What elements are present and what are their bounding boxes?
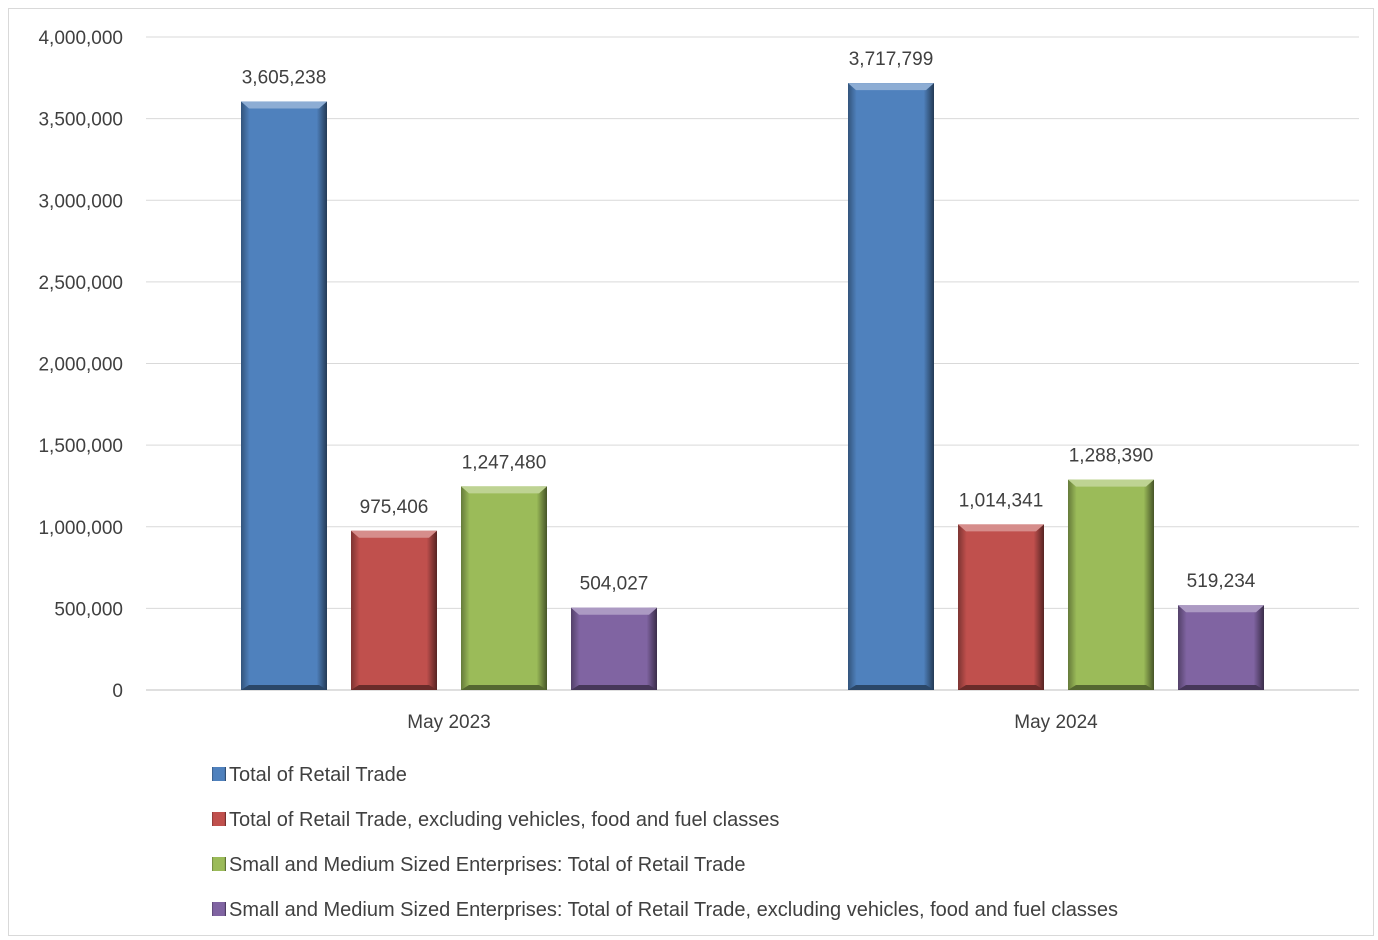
bar-body [461, 486, 547, 690]
gridlines [146, 36, 1359, 691]
y-tick-label: 4,000,000 [38, 28, 123, 49]
data-label: 975,406 [360, 497, 429, 518]
bar-bottom-bevel [241, 685, 327, 690]
legend-swatch [212, 857, 226, 871]
bar-bottom-bevel [958, 685, 1044, 690]
bar-top-bevel [571, 607, 657, 615]
legend: Total of Retail Trade Total of Retail Tra… [212, 764, 1118, 921]
data-label: 3,717,799 [849, 49, 934, 70]
bar-top-bevel [848, 83, 934, 91]
bar-bottom-bevel [1068, 685, 1154, 690]
y-tick-label: 2,500,000 [38, 273, 123, 294]
bar-bottom-bevel [848, 685, 934, 690]
bar [571, 607, 657, 690]
bar-top-bevel [1178, 605, 1264, 613]
x-tick-label: May 2024 [1014, 712, 1098, 733]
bar-body [848, 83, 934, 690]
bar-body [241, 101, 327, 691]
legend-swatch [212, 767, 226, 781]
legend-label: Total of Retail Trade, excluding vehicle… [229, 809, 779, 831]
bar-bottom-bevel [351, 685, 437, 690]
y-tick-label: 1,500,000 [38, 436, 123, 457]
y-tick-label: 2,000,000 [38, 355, 123, 376]
bar-bottom-bevel [461, 685, 547, 690]
bar [241, 101, 327, 691]
y-tick-label: 0 [112, 681, 123, 702]
bar [351, 530, 437, 690]
y-axis: 0 500,000 1,000,000 1,500,000 2,000,000 2,500… [38, 28, 123, 702]
x-axis: May 2023 May 2024 [146, 689, 1359, 733]
bar-bottom-bevel [571, 685, 657, 690]
bar-top-bevel [1068, 479, 1154, 487]
bar-top-bevel [241, 101, 327, 109]
bar [958, 524, 1044, 690]
bar [1068, 479, 1154, 690]
y-tick-label: 1,000,000 [38, 518, 123, 539]
bar-bottom-bevel [1178, 685, 1264, 690]
bar [1178, 605, 1264, 690]
data-label: 519,234 [1187, 571, 1256, 592]
legend-label: Small and Medium Sized Enterprises: Tota… [229, 899, 1118, 921]
chart-frame [8, 8, 1374, 936]
bar-body [1068, 479, 1154, 690]
data-label: 3,605,238 [242, 67, 327, 88]
y-tick-label: 3,500,000 [38, 110, 123, 131]
bar-body [958, 524, 1044, 690]
data-label: 1,014,341 [959, 490, 1044, 511]
legend-item: Small and Medium Sized Enterprises: Tota… [212, 899, 1118, 921]
bar-top-bevel [351, 530, 437, 538]
legend-swatch [212, 902, 226, 916]
legend-label: Small and Medium Sized Enterprises: Tota… [229, 854, 746, 876]
bar-body [351, 530, 437, 690]
bar-body [571, 607, 657, 690]
legend-item: Small and Medium Sized Enterprises: Tota… [212, 854, 746, 876]
legend-swatch [212, 812, 226, 826]
data-label: 1,247,480 [462, 452, 547, 473]
legend-label: Total of Retail Trade [229, 764, 407, 786]
x-tick-label: May 2023 [407, 712, 490, 733]
bar-top-bevel [461, 486, 547, 494]
bar-body [1178, 605, 1264, 690]
data-labels: 3,605,238 975,406 1,247,480 504,027 3,717,79… [242, 49, 1256, 595]
y-tick-label: 3,000,000 [38, 191, 123, 212]
bar-top-bevel [958, 524, 1044, 532]
bar [848, 83, 934, 690]
bars [241, 83, 1264, 691]
data-label: 1,288,390 [1069, 446, 1154, 467]
data-label: 504,027 [580, 574, 649, 595]
y-tick-label: 500,000 [54, 599, 123, 620]
legend-item: Total of Retail Trade [212, 764, 407, 786]
bar [461, 486, 547, 690]
legend-item: Total of Retail Trade, excluding vehicle… [212, 809, 779, 831]
